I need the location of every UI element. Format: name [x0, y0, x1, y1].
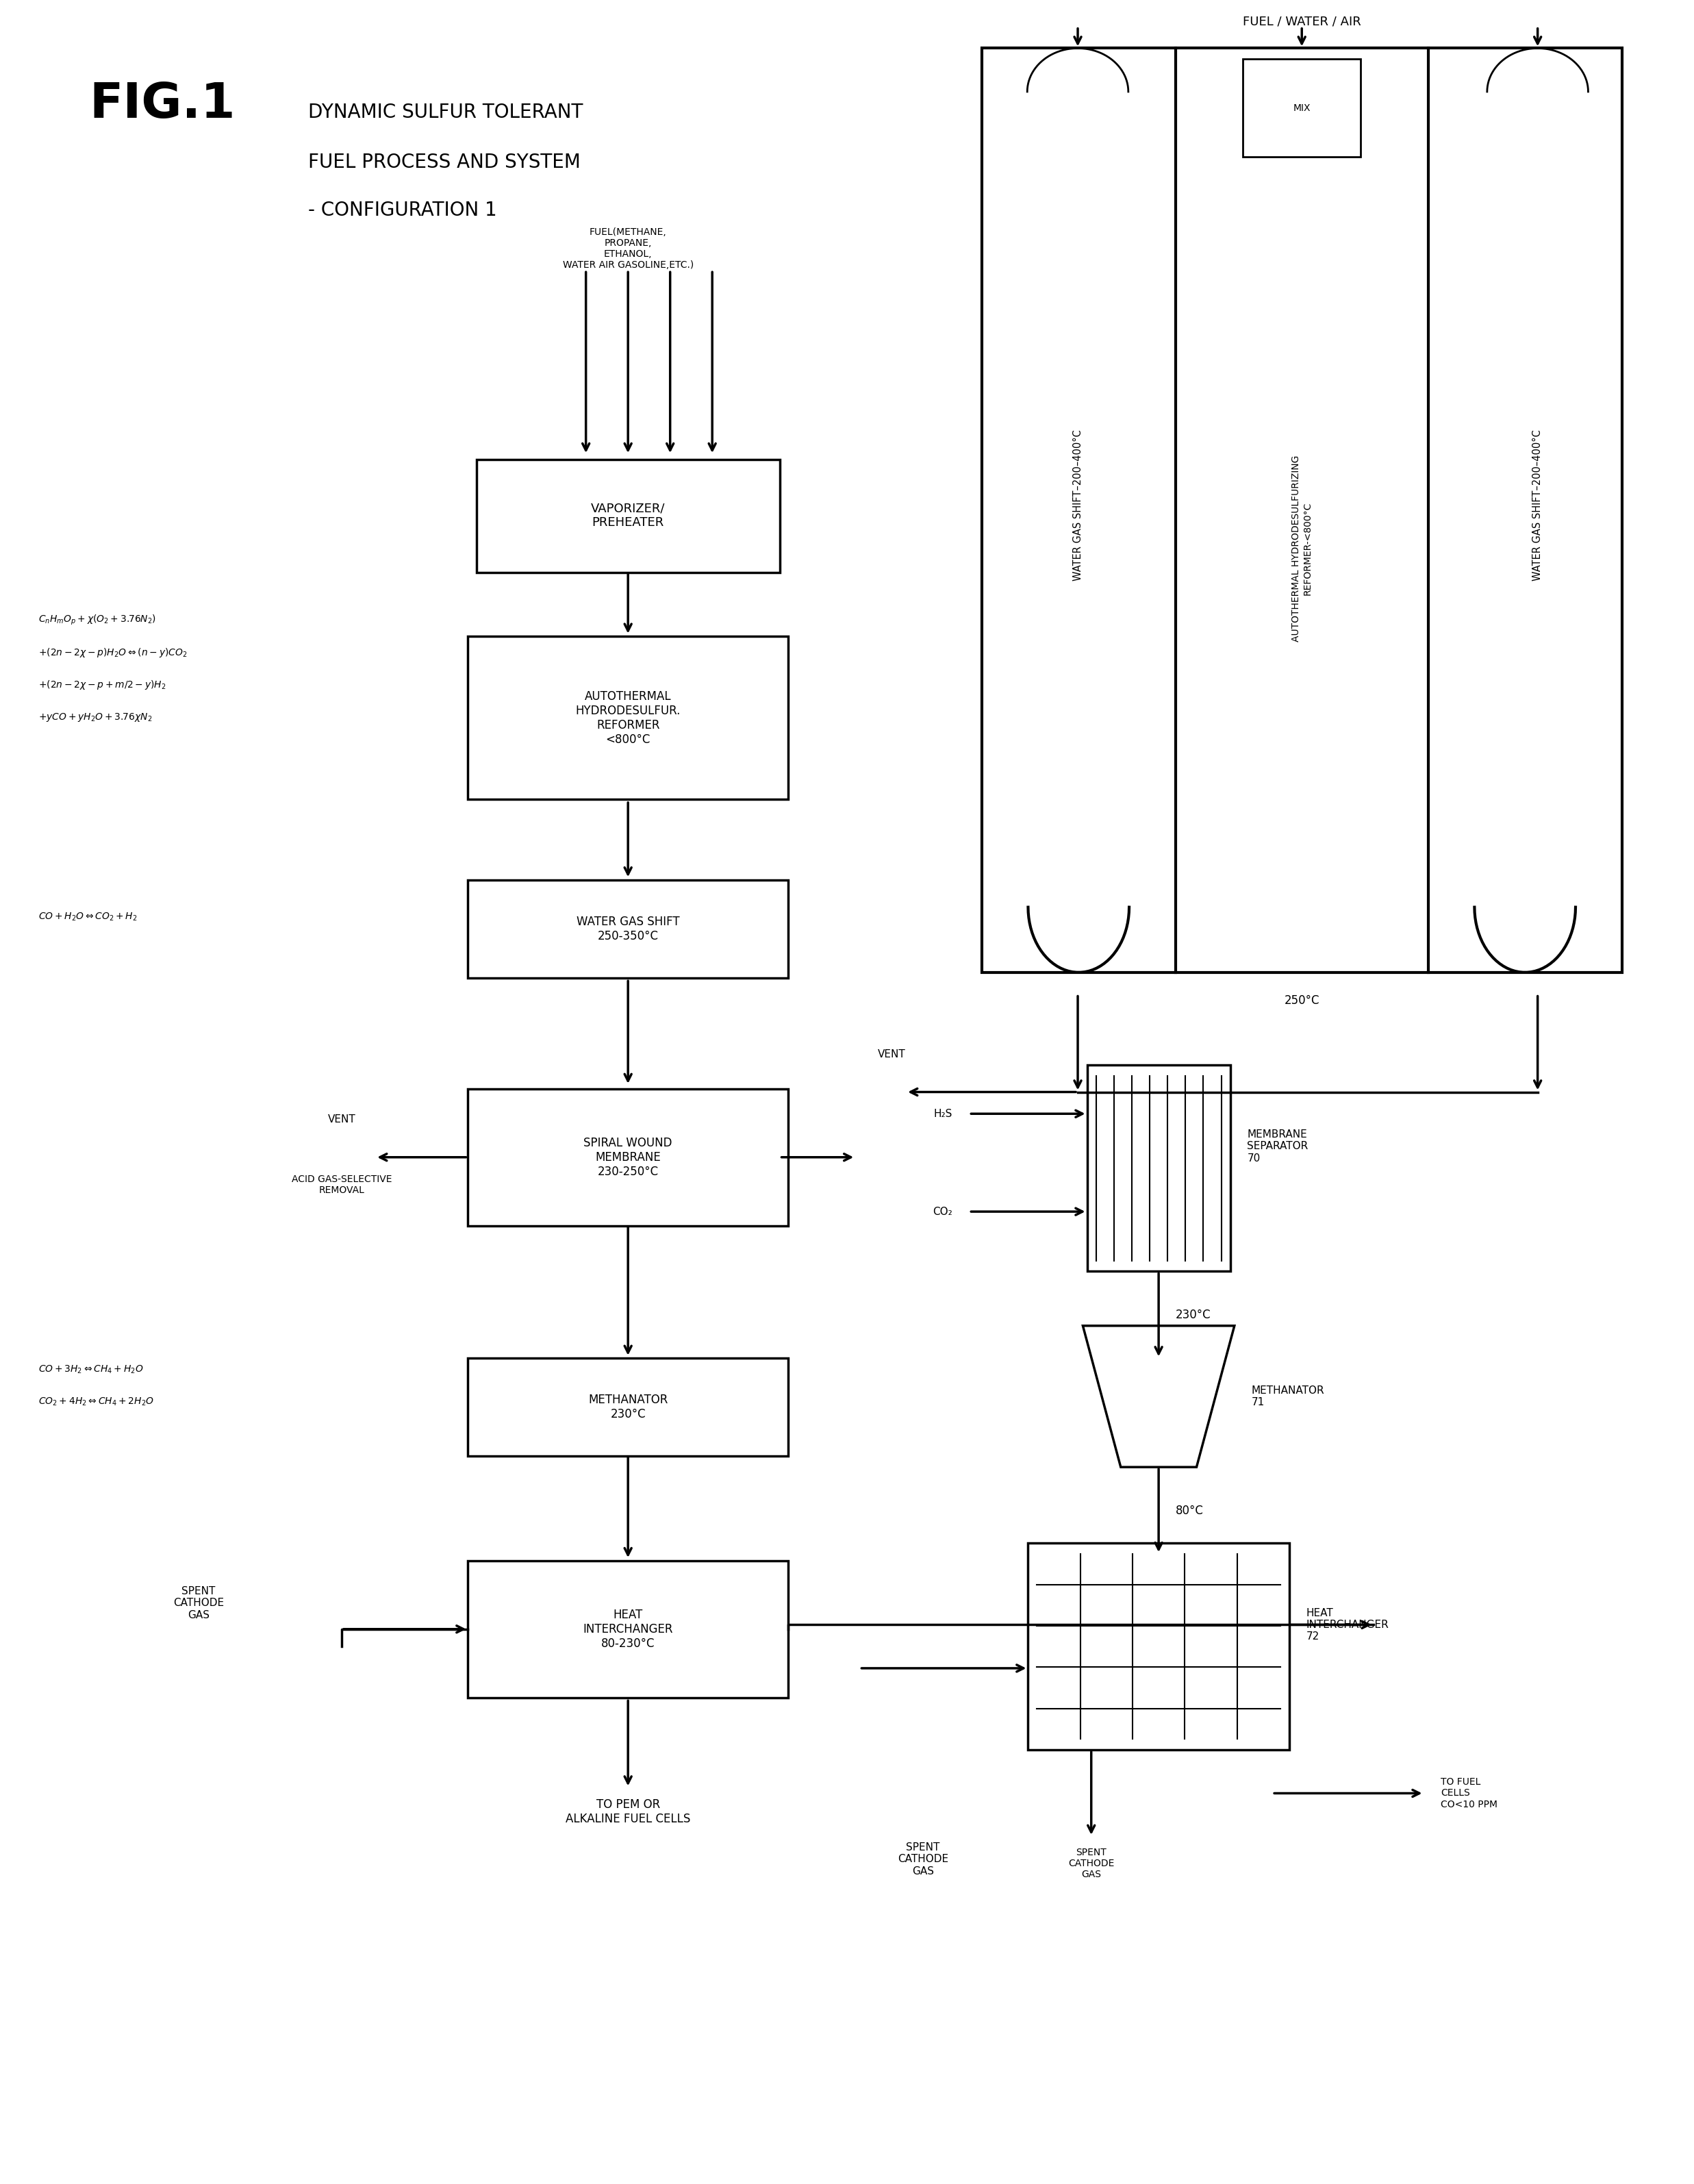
- Text: SPIRAL WOUND
MEMBRANE
230-250°C: SPIRAL WOUND MEMBRANE 230-250°C: [584, 1138, 673, 1177]
- Text: SPENT
CATHODE
GAS: SPENT CATHODE GAS: [173, 1586, 224, 1621]
- Text: HEAT
INTERCHANGER
72: HEAT INTERCHANGER 72: [1306, 1607, 1389, 1642]
- Text: WATER GAS SHIFT–200–400°C: WATER GAS SHIFT–200–400°C: [1533, 430, 1543, 581]
- FancyBboxPatch shape: [468, 1358, 788, 1457]
- Text: DYNAMIC SULFUR TOLERANT: DYNAMIC SULFUR TOLERANT: [308, 103, 583, 122]
- Text: ACID GAS-SELECTIVE
REMOVAL: ACID GAS-SELECTIVE REMOVAL: [291, 1175, 391, 1195]
- Text: METHANATOR
71: METHANATOR 71: [1252, 1385, 1325, 1406]
- Text: HEAT
INTERCHANGER
80-230°C: HEAT INTERCHANGER 80-230°C: [583, 1610, 673, 1649]
- FancyBboxPatch shape: [1243, 59, 1360, 157]
- Text: CO₂: CO₂: [933, 1206, 952, 1216]
- Text: $CO_2+4H_2\Leftrightarrow CH_4+2H_2O$: $CO_2+4H_2\Leftrightarrow CH_4+2H_2O$: [39, 1396, 154, 1409]
- Text: FUEL / WATER / AIR: FUEL / WATER / AIR: [1243, 15, 1360, 28]
- FancyBboxPatch shape: [983, 48, 1621, 972]
- FancyBboxPatch shape: [468, 636, 788, 799]
- Text: 80°C: 80°C: [1176, 1505, 1203, 1516]
- Text: $CO+H_2O\Leftrightarrow CO_2+H_2$: $CO+H_2O\Leftrightarrow CO_2+H_2$: [39, 911, 137, 924]
- Text: FUEL(METHANE,
PROPANE,
ETHANOL,
WATER AIR GASOLINE,ETC.): FUEL(METHANE, PROPANE, ETHANOL, WATER AI…: [562, 227, 693, 271]
- Text: VENT: VENT: [327, 1114, 356, 1125]
- Text: $CO+3H_2\Leftrightarrow CH_4+H_2O$: $CO+3H_2\Leftrightarrow CH_4+H_2O$: [39, 1363, 144, 1376]
- FancyBboxPatch shape: [468, 880, 788, 978]
- Text: FIG.1: FIG.1: [90, 81, 235, 129]
- Text: - CONFIGURATION 1: - CONFIGURATION 1: [308, 201, 496, 221]
- Text: MIX: MIX: [1293, 103, 1311, 114]
- Text: 250°C: 250°C: [1284, 994, 1320, 1007]
- Text: AUTOTHERMAL
HYDRODESULFUR.
REFORMER
<800°C: AUTOTHERMAL HYDRODESULFUR. REFORMER <800…: [576, 690, 681, 745]
- Text: $+(2n-2\chi-p)H_2O\Leftrightarrow(n-y)CO_2$: $+(2n-2\chi-p)H_2O\Leftrightarrow(n-y)CO…: [39, 646, 188, 660]
- Text: FUEL PROCESS AND SYSTEM: FUEL PROCESS AND SYSTEM: [308, 153, 581, 173]
- Text: WATER GAS SHIFT
250-350°C: WATER GAS SHIFT 250-350°C: [576, 915, 679, 941]
- Text: $C_nH_mO_p+\chi(O_2+3.76N_2)$: $C_nH_mO_p+\chi(O_2+3.76N_2)$: [39, 614, 156, 627]
- Text: H₂S: H₂S: [933, 1109, 952, 1118]
- Text: SPENT
CATHODE
GAS: SPENT CATHODE GAS: [1069, 1848, 1115, 1880]
- Text: VAPORIZER/
PREHEATER: VAPORIZER/ PREHEATER: [591, 502, 666, 529]
- Text: $+yCO+yH_2O+3.76\chi N_2$: $+yCO+yH_2O+3.76\chi N_2$: [39, 712, 152, 723]
- Polygon shape: [1082, 1326, 1235, 1468]
- Text: MEMBRANE
SEPARATOR
70: MEMBRANE SEPARATOR 70: [1247, 1129, 1308, 1164]
- FancyBboxPatch shape: [1088, 1066, 1230, 1271]
- FancyBboxPatch shape: [468, 1090, 788, 1225]
- FancyBboxPatch shape: [1028, 1544, 1289, 1749]
- Text: WATER GAS SHIFT–200–400°C: WATER GAS SHIFT–200–400°C: [1072, 430, 1082, 581]
- Text: TO FUEL
CELLS
CO<10 PPM: TO FUEL CELLS CO<10 PPM: [1442, 1778, 1497, 1808]
- Text: SPENT
CATHODE
GAS: SPENT CATHODE GAS: [898, 1841, 949, 1876]
- Text: TO PEM OR
ALKALINE FUEL CELLS: TO PEM OR ALKALINE FUEL CELLS: [566, 1800, 691, 1826]
- Text: $+(2n-2\chi-p+m/2-y)H_2$: $+(2n-2\chi-p+m/2-y)H_2$: [39, 679, 166, 690]
- Text: METHANATOR
230°C: METHANATOR 230°C: [588, 1393, 667, 1420]
- FancyBboxPatch shape: [476, 459, 779, 572]
- Text: AUTOTHERMAL HYDRODESULFURIZING
REFORMER-<800°C: AUTOTHERMAL HYDRODESULFURIZING REFORMER-…: [1291, 454, 1313, 642]
- Text: VENT: VENT: [877, 1048, 906, 1059]
- Text: 230°C: 230°C: [1176, 1308, 1211, 1321]
- FancyBboxPatch shape: [468, 1562, 788, 1697]
